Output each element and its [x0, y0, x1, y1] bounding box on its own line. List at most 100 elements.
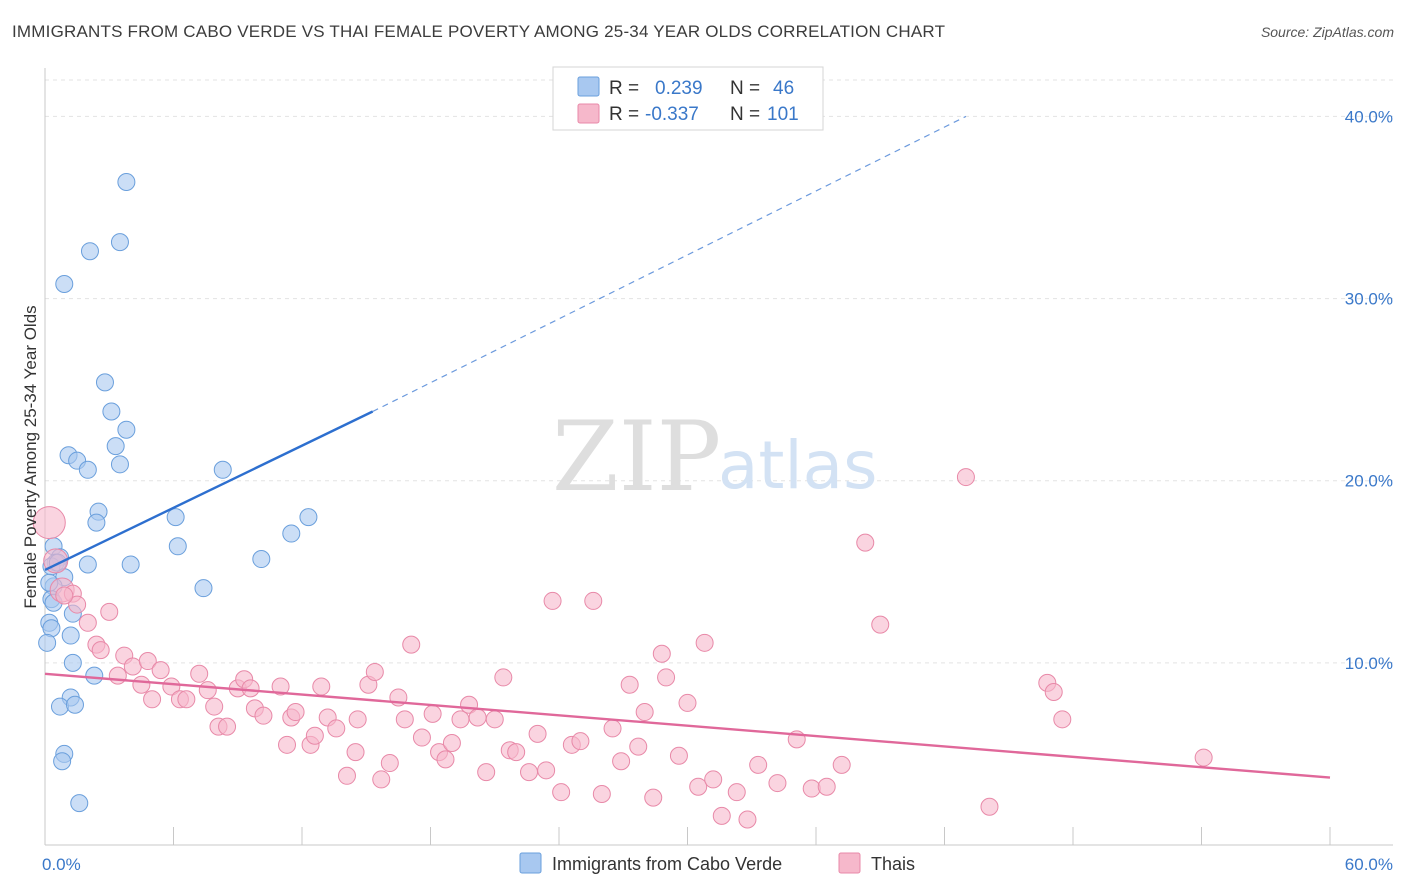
thais-point: [678, 693, 697, 712]
thais-point: [980, 797, 999, 816]
thais-point: [412, 728, 431, 747]
cabo-verde-point: [166, 508, 185, 527]
thais-point: [571, 732, 590, 751]
cabo-verde-point: [95, 373, 114, 392]
bottom-legend: Immigrants from Cabo Verde Thais: [519, 852, 915, 874]
thais-point: [620, 675, 639, 694]
legend-n-value-2: 101: [767, 104, 799, 125]
thais-point: [956, 468, 975, 487]
thais-point: [442, 734, 461, 752]
thais-point: [372, 770, 391, 789]
y-tick-label: 30.0%: [1345, 290, 1393, 309]
cabo-verde-point: [55, 275, 74, 293]
legend-r-value-1: 0.239: [655, 78, 703, 99]
y-axis-label: Female Poverty Among 25-34 Year Olds: [21, 305, 40, 608]
cabo-verde-point: [168, 537, 187, 556]
cabo-verde-point: [85, 666, 104, 685]
bottom-legend-label-1: Immigrants from Cabo Verde: [552, 854, 782, 874]
thais-point: [380, 754, 399, 773]
thais-point: [365, 662, 384, 681]
cabo-verde-point: [282, 524, 301, 543]
thais-point: [108, 666, 127, 685]
cabo-verde-point: [78, 555, 97, 574]
thais-point: [68, 595, 87, 614]
thais-point: [55, 586, 74, 605]
cabo-verde-point: [87, 513, 106, 532]
thais-point: [520, 763, 539, 782]
thais-point: [162, 677, 181, 696]
cabo-verde-point: [50, 697, 69, 716]
thais-point: [100, 602, 119, 621]
thais-point: [657, 668, 676, 687]
thais-point: [337, 766, 356, 785]
cabo-verde-trend-line: [44, 410, 374, 572]
watermark-atlas: atlas: [718, 427, 878, 504]
y-tick-label: 20.0%: [1345, 472, 1393, 491]
thais-point: [768, 774, 787, 793]
thais-point: [348, 710, 367, 729]
axes: [44, 68, 1393, 846]
x-tick-label: 60.0%: [1345, 855, 1393, 874]
tick-labels: 10.0% 20.0% 30.0% 40.0% 0.0% 60.0%: [42, 107, 1393, 874]
legend-n-value-1: 46: [773, 78, 794, 99]
cabo-verde-point: [213, 460, 232, 479]
data-points: [32, 173, 1213, 829]
thais-point: [738, 810, 757, 829]
legend: R = 0.239 N = 46 R = -0.337 N = 101: [552, 66, 824, 131]
cabo-verde-point: [63, 653, 82, 672]
thais-point: [537, 761, 556, 780]
legend-r-label-1: R =: [609, 78, 639, 99]
cabo-verde-point: [121, 555, 140, 574]
thais-point: [528, 724, 547, 743]
legend-n-label-1: N =: [730, 78, 760, 99]
source-label: Source: ZipAtlas.com: [1260, 24, 1394, 40]
grid-lines: [45, 79, 1393, 664]
thais-point: [218, 717, 237, 736]
thais-point: [802, 779, 821, 798]
cabo-verde-point: [38, 633, 57, 652]
thais-point: [669, 746, 688, 765]
bottom-legend-label-2: Thais: [871, 854, 915, 874]
trend-lines: [44, 115, 1331, 779]
thais-point: [629, 737, 648, 756]
cabo-verde-point: [117, 173, 136, 191]
cabo-verde-point: [110, 233, 129, 252]
cabo-verde-point: [299, 508, 318, 527]
thais-point: [241, 679, 260, 698]
chart-title: IMMIGRANTS FROM CABO VERDE VS THAI FEMAL…: [12, 22, 946, 41]
thais-point: [436, 750, 455, 769]
thais-point: [451, 710, 470, 729]
thais-point: [552, 783, 571, 802]
thais-point: [177, 690, 196, 709]
thais-point: [749, 755, 768, 774]
legend-r-value-2: -0.337: [645, 104, 699, 125]
thais-point: [143, 690, 162, 709]
thais-point: [1044, 683, 1063, 701]
thais-point: [635, 703, 654, 722]
thais-point: [603, 719, 622, 738]
thais-point: [468, 708, 487, 727]
y-tick-label: 10.0%: [1345, 654, 1393, 673]
legend-r-label-2: R =: [609, 104, 639, 125]
thais-point: [584, 591, 603, 610]
thais-point: [832, 755, 851, 774]
thais-point: [151, 661, 170, 680]
thais-point: [312, 677, 331, 696]
y-tick-label: 40.0%: [1345, 107, 1393, 126]
legend-swatch-blue: [577, 76, 600, 97]
bottom-legend-swatch-blue: [519, 852, 542, 874]
thais-point: [712, 806, 731, 825]
thais-point: [271, 677, 290, 696]
cabo-verde-trend-extension: [372, 115, 967, 413]
thais-point: [543, 591, 562, 610]
cabo-verde-point: [70, 794, 89, 813]
thais-point: [138, 652, 157, 671]
thais-point: [123, 657, 142, 676]
thais-point: [871, 615, 890, 634]
thais-point: [592, 785, 611, 803]
thais-point: [689, 777, 708, 796]
thais-point: [198, 681, 217, 700]
cabo-verde-point: [252, 550, 271, 569]
legend-swatch-pink: [577, 103, 600, 124]
